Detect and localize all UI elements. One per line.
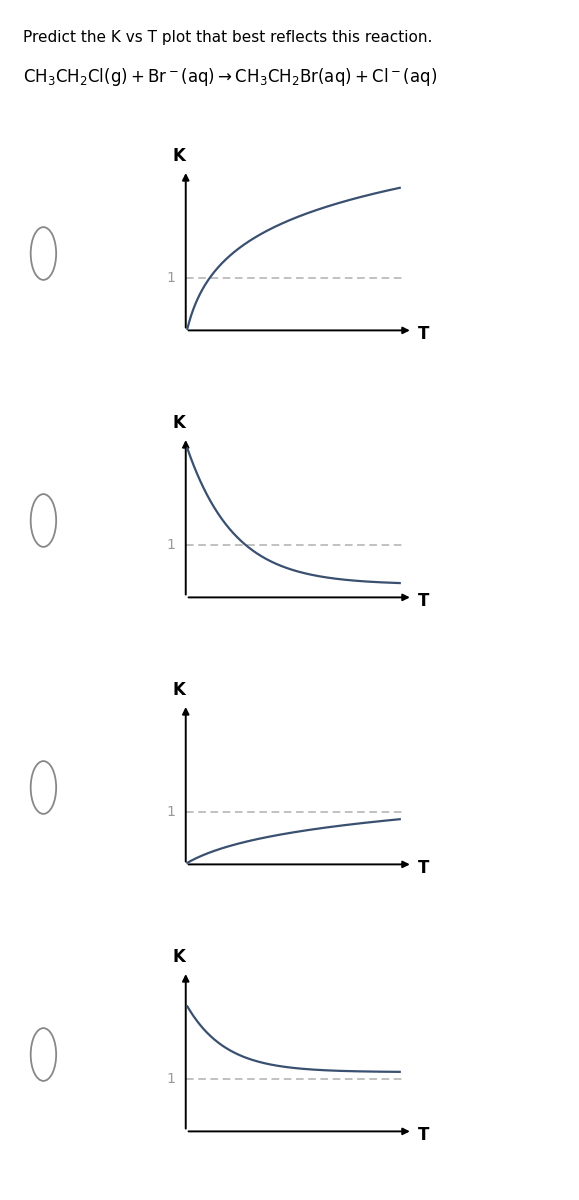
Text: K: K: [173, 414, 186, 432]
Text: K: K: [173, 948, 186, 966]
Text: T: T: [417, 859, 429, 876]
Text: T: T: [417, 592, 429, 610]
Text: 1: 1: [167, 1072, 175, 1086]
Text: T: T: [417, 1126, 429, 1144]
Text: 1: 1: [167, 538, 175, 552]
Text: 1: 1: [167, 804, 175, 818]
Text: K: K: [173, 148, 186, 166]
Text: $\mathrm{CH_3CH_2Cl(g) + Br^-(aq) \rightarrow CH_3CH_2Br(aq) + Cl^-(aq)}$: $\mathrm{CH_3CH_2Cl(g) + Br^-(aq) \right…: [23, 66, 437, 88]
Text: K: K: [173, 682, 186, 700]
Text: Predict the K vs T plot that best reflects this reaction.: Predict the K vs T plot that best reflec…: [23, 30, 433, 44]
Text: 1: 1: [167, 270, 175, 284]
Text: T: T: [417, 324, 429, 343]
